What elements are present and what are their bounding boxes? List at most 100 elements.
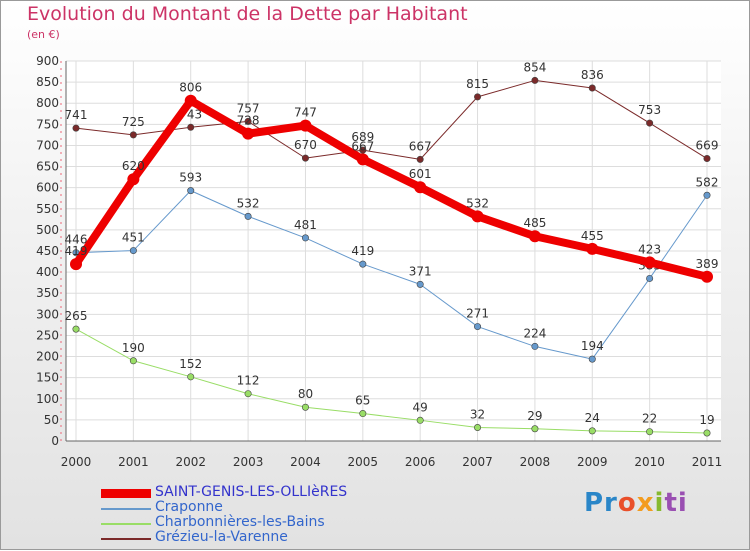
- data-label: 815: [466, 77, 489, 91]
- data-point: [129, 247, 137, 255]
- data-point: [588, 84, 596, 92]
- x-tick-label: 2002: [175, 455, 206, 469]
- data-label: 80: [298, 387, 313, 401]
- data-point: [588, 427, 596, 435]
- y-tick-label: 350: [36, 286, 59, 300]
- series-line: [72, 96, 711, 281]
- data-point: [474, 323, 482, 331]
- series-line: [75, 79, 708, 160]
- data-label: 753: [638, 103, 661, 117]
- data-label: 265: [65, 309, 88, 323]
- y-tick-label: 200: [36, 350, 59, 364]
- data-label: 455: [581, 229, 604, 243]
- y-tick-label: 250: [36, 328, 59, 342]
- data-point: [72, 325, 80, 333]
- y-tick-label: 400: [36, 265, 59, 279]
- data-point: [184, 94, 197, 107]
- y-tick-label: 50: [44, 413, 59, 427]
- chart-unit-label: (en €): [27, 28, 60, 41]
- data-point: [474, 423, 482, 431]
- legend-item: SAINT-GENIS-LES-OLLIèRES: [101, 484, 401, 501]
- x-tick-label: 2005: [348, 455, 379, 469]
- data-label: 419: [65, 244, 88, 258]
- x-tick-label: 2001: [118, 455, 149, 469]
- x-tick-label: 2003: [233, 455, 264, 469]
- data-point: [299, 119, 312, 132]
- legend-item: Charbonnières-les-Bains: [101, 514, 401, 531]
- data-point: [416, 416, 424, 424]
- data-label: 747: [294, 106, 317, 120]
- data-point: [646, 119, 654, 127]
- data-label: 446: [65, 233, 88, 247]
- data-label: 667: [351, 139, 374, 153]
- data-point: [701, 270, 713, 283]
- data-label: 194: [581, 339, 604, 353]
- data-label: 741: [65, 108, 88, 122]
- data-label: 65: [355, 394, 370, 408]
- data-label: 836: [581, 68, 604, 82]
- legend-swatch: [101, 538, 151, 540]
- data-label: 371: [409, 264, 432, 278]
- data-point: [301, 154, 309, 162]
- data-point: [586, 242, 599, 255]
- x-tick-label: 2000: [61, 455, 92, 469]
- data-label: 49: [413, 400, 428, 414]
- data-label: 190: [122, 341, 145, 355]
- data-label: 670: [294, 138, 317, 152]
- data-point: [416, 155, 424, 163]
- data-point: [474, 93, 482, 101]
- data-point: [187, 373, 195, 381]
- legend: SAINT-GENIS-LES-OLLIèRES Craponne Charbonn…: [101, 484, 401, 546]
- data-label: 854: [523, 60, 546, 74]
- legend-swatch: [101, 489, 151, 498]
- data-label: 22: [642, 412, 657, 426]
- data-label: 532: [466, 196, 489, 210]
- data-point: [70, 258, 82, 271]
- legend-swatch: [101, 523, 151, 525]
- y-tick-label: 450: [36, 244, 59, 258]
- y-tick-label: 150: [36, 371, 59, 385]
- y-tick-label: 300: [36, 307, 59, 321]
- data-point: [588, 355, 596, 363]
- data-label: 669: [696, 139, 719, 153]
- legend-item: Grézieu-la-Varenne: [101, 529, 401, 546]
- data-label: 485: [523, 216, 546, 230]
- data-point: [356, 153, 369, 166]
- data-label: 582: [696, 175, 719, 189]
- data-point: [531, 425, 539, 433]
- data-label: 451: [122, 231, 145, 245]
- data-point: [528, 230, 541, 243]
- legend-label: Charbonnières-les-Bains: [155, 514, 325, 530]
- y-tick-label: 800: [36, 96, 59, 110]
- data-point: [301, 403, 309, 411]
- data-point: [244, 117, 252, 125]
- chart-title: Evolution du Montant de la Dette par Hab…: [27, 3, 468, 25]
- data-label: 32: [470, 407, 485, 421]
- data-point: [127, 173, 140, 186]
- data-label: 728: [237, 114, 260, 128]
- y-tick-label: 550: [36, 202, 59, 216]
- y-tick-label: 100: [36, 392, 59, 406]
- data-point: [703, 191, 711, 199]
- y-tick-label: 500: [36, 223, 59, 237]
- data-label: 593: [179, 171, 202, 185]
- data-point: [359, 410, 367, 418]
- data-label: 112: [237, 374, 260, 388]
- data-point: [244, 390, 252, 398]
- proxiti-logo: Proxiti: [584, 488, 688, 518]
- data-label: 620: [122, 159, 145, 173]
- y-tick-label: 650: [36, 160, 59, 174]
- data-label: 419: [351, 244, 374, 258]
- data-point: [72, 124, 80, 132]
- data-point: [703, 155, 711, 163]
- legend-item: Craponne: [101, 499, 401, 516]
- data-point: [129, 131, 137, 139]
- data-label: 806: [179, 81, 202, 95]
- data-point: [187, 123, 195, 131]
- data-point: [129, 357, 137, 365]
- data-label: 152: [179, 357, 202, 371]
- data-point: [703, 429, 711, 437]
- data-point: [244, 212, 252, 220]
